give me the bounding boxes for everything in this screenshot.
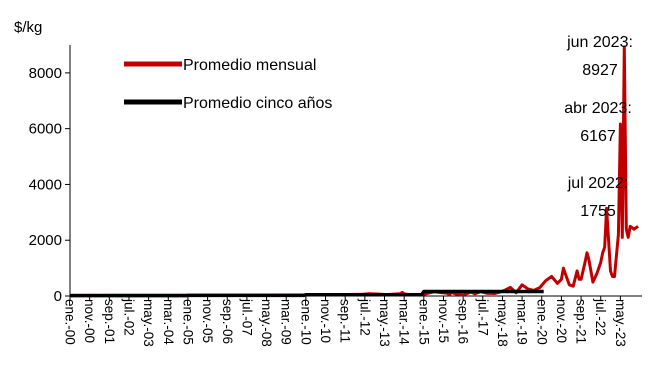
x-tick-label: jul.-22 — [593, 298, 608, 336]
x-tick-label: sep.-06 — [220, 299, 235, 344]
x-tick-label: nov.-20 — [554, 299, 569, 343]
x-tick-label: mar.-19 — [515, 299, 530, 345]
x-tick-label: sep.-01 — [102, 299, 117, 344]
x-tick-label: jul.-07 — [239, 298, 254, 336]
y-axis-label: $/kg — [14, 19, 42, 36]
series-line-cinco-anos — [70, 289, 544, 298]
x-tick-label: ene.-15 — [416, 299, 431, 345]
x-tick-label: ene.-00 — [63, 299, 78, 345]
y-axis: 0 2000 4000 6000 8000 — [29, 45, 71, 305]
x-tick-label: mar.-14 — [397, 299, 412, 345]
x-tick-label: may.-23 — [613, 299, 628, 347]
annotation-label: 8927 — [582, 62, 618, 79]
x-tick-label: jul.-02 — [121, 298, 136, 336]
x-axis: ene.-00 nov.-00 sep.-01 jul.-02 may.-03 mar.-… — [63, 295, 642, 347]
x-tick-label: ene.-05 — [180, 299, 195, 345]
series-line-mensual — [69, 45, 639, 297]
legend-label: Promedio cinco años — [183, 95, 332, 112]
x-tick-label: may.-18 — [495, 299, 510, 347]
annotation-label: jul 2022: — [567, 175, 629, 192]
annotations: jun 2023: 8927 abr 2023: 6167 jul 2022: 1755 — [564, 34, 633, 220]
x-tick-label: sep.-21 — [574, 299, 589, 344]
y-tick-label: 2000 — [29, 232, 62, 249]
x-tick-label: nov.-05 — [200, 299, 215, 343]
x-tick-label: nov.-00 — [82, 299, 97, 343]
y-tick-label: 0 — [54, 288, 62, 305]
x-tick-label: jul.-12 — [357, 298, 372, 336]
y-tick-label: 4000 — [29, 176, 62, 193]
x-tick-label: mar.-09 — [279, 299, 294, 345]
x-tick-label: sep.-16 — [456, 299, 471, 344]
x-tick-label: ene.-20 — [534, 299, 549, 345]
x-tick-label: may.-03 — [141, 299, 156, 347]
annotation-label: abr 2023: — [564, 100, 632, 117]
x-tick-label: may.-13 — [377, 299, 392, 347]
y-tick-label: 8000 — [29, 65, 62, 82]
x-tick-label: sep.-11 — [338, 299, 353, 343]
y-tick-label: 6000 — [29, 121, 62, 138]
x-tick-label: mar.-04 — [161, 299, 176, 345]
annotation-label: jun 2023: — [566, 34, 633, 51]
annotation-label: 1755 — [580, 203, 616, 220]
legend: Promedio mensual Promedio cinco años — [124, 57, 332, 112]
plot-area — [69, 45, 639, 298]
x-tick-label: may.-08 — [259, 299, 274, 347]
x-tick-label: nov.-15 — [436, 299, 451, 343]
x-tick-label: ene.-10 — [298, 299, 313, 345]
legend-label: Promedio mensual — [183, 57, 316, 74]
x-tick-label: nov.-10 — [318, 299, 333, 343]
x-tick-label: jul.-17 — [475, 298, 490, 336]
annotation-label: 6167 — [580, 128, 616, 145]
